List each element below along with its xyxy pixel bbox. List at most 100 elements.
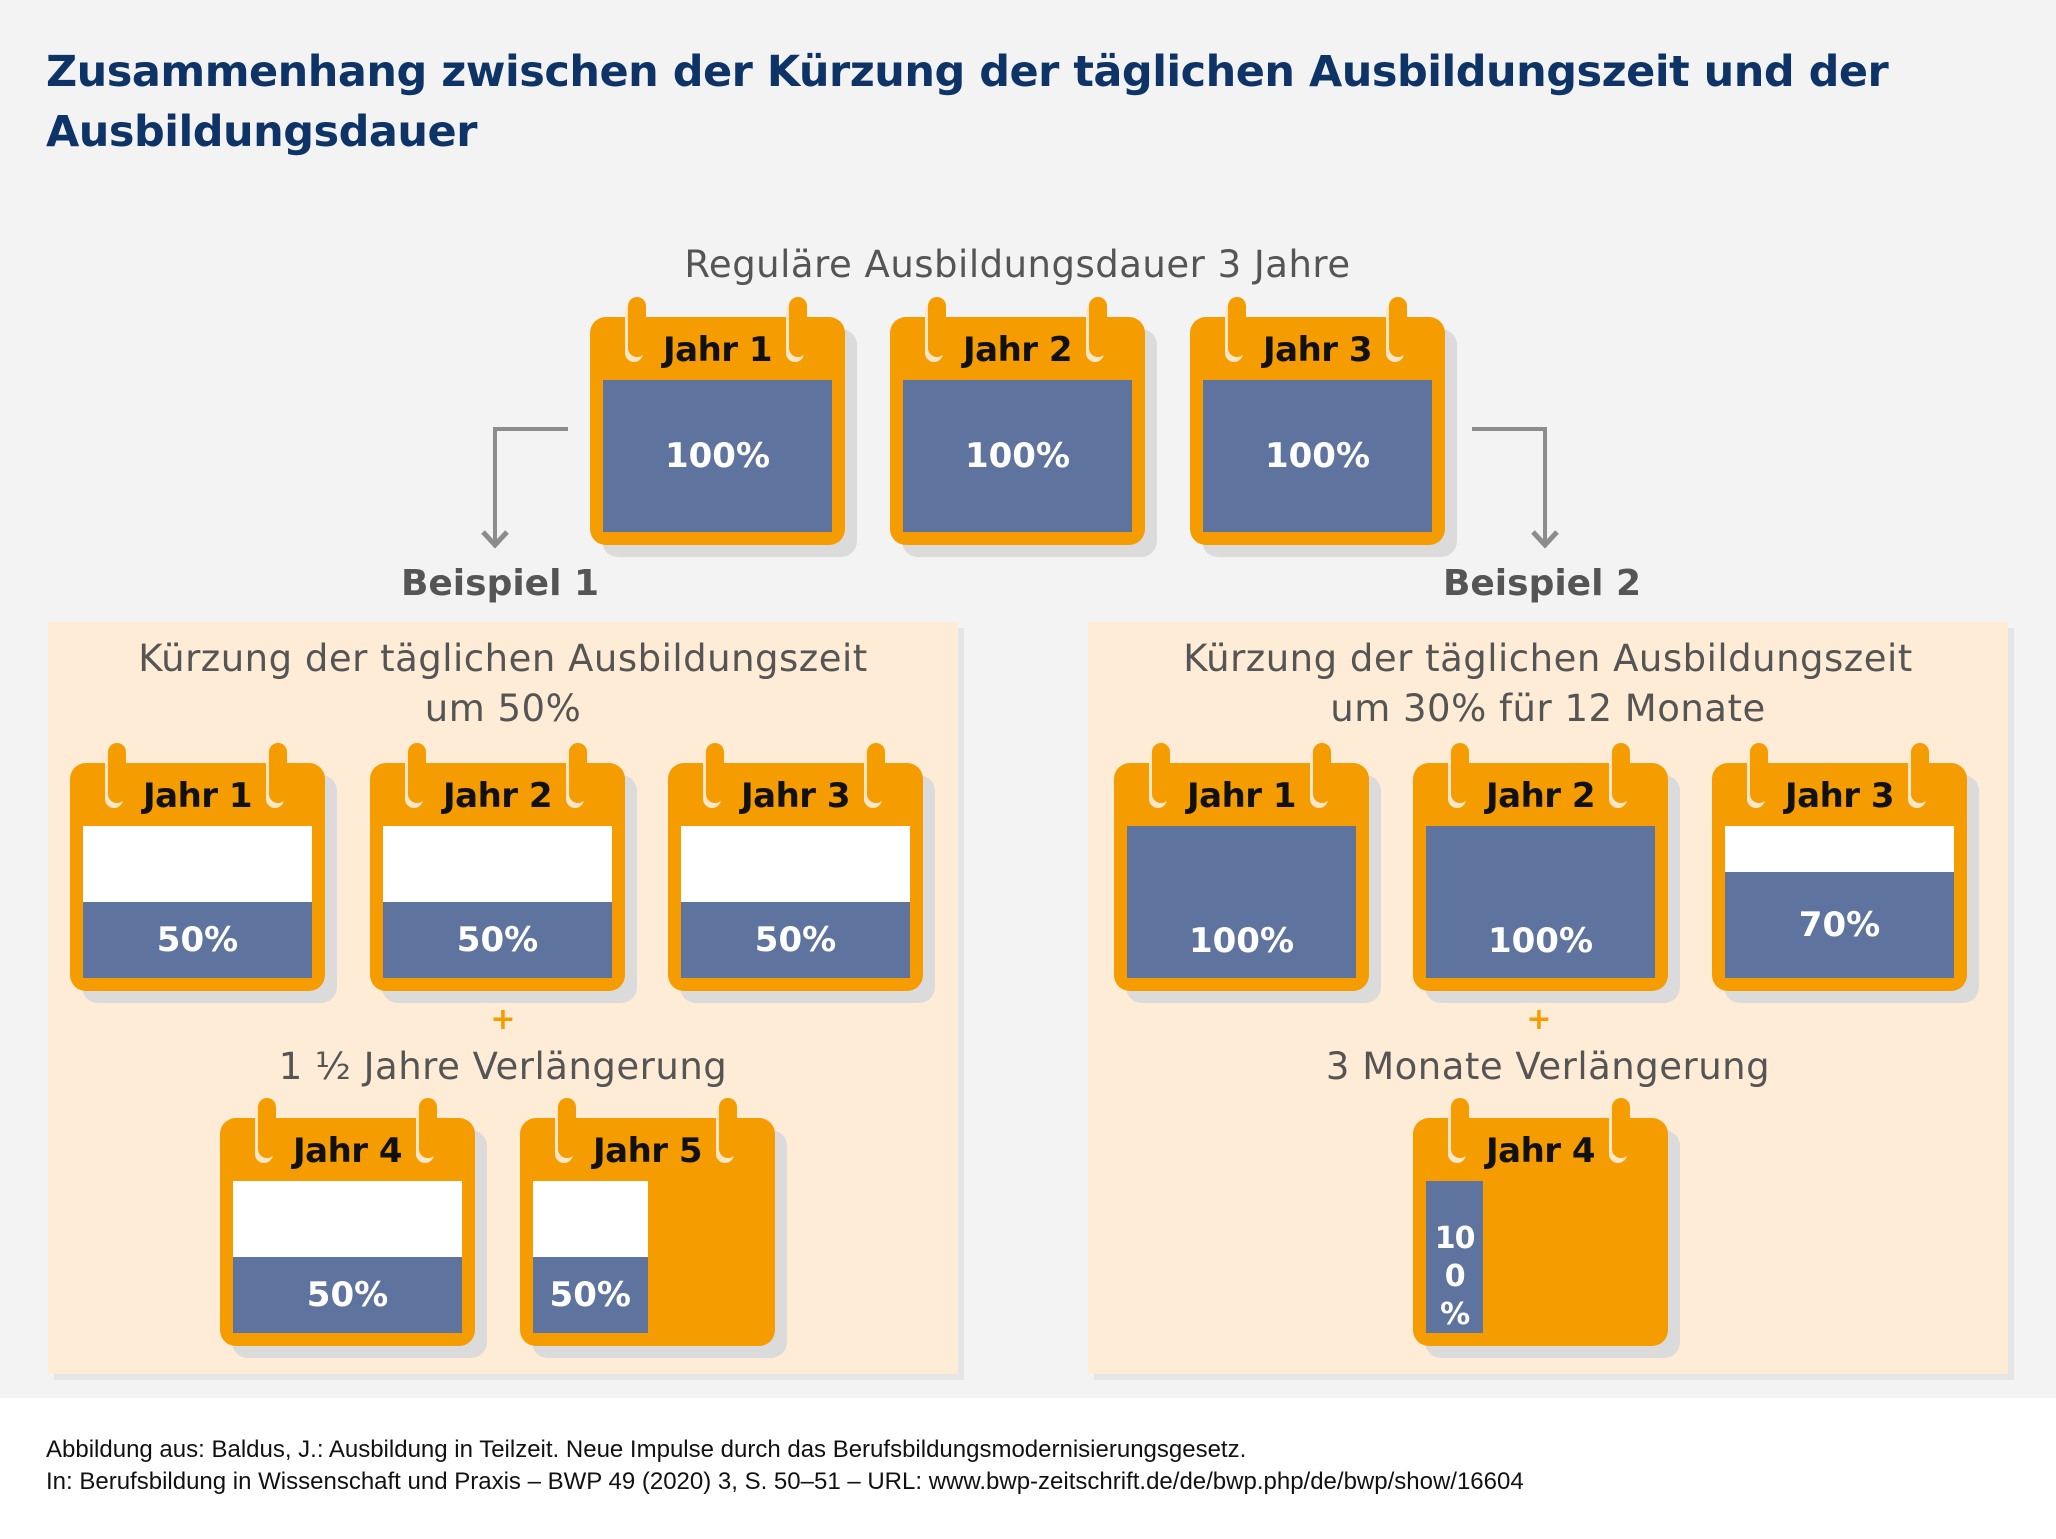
calendar-ring-icon	[258, 1098, 276, 1158]
calendar-page: 100%	[1203, 380, 1432, 532]
workload-percent-label: 70%	[1798, 904, 1881, 945]
calendar-ring-icon	[1911, 743, 1929, 803]
calendar-ring-icon	[1451, 743, 1469, 803]
calendar-page: 100%	[1426, 826, 1655, 978]
calendar-ring-icon	[1152, 743, 1170, 803]
calendar-year-label: Jahr 2	[1485, 776, 1596, 816]
workload-fill-bar	[383, 902, 612, 978]
example-1-title: Beispiel 1	[400, 563, 600, 604]
source-citation: Abbildung aus: Baldus, J.: Ausbildung in…	[46, 1434, 1524, 1498]
calendar-page: 100%	[1127, 826, 1356, 978]
example-1-description-line-1: Kürzung der täglichen Ausbildungszeit	[138, 637, 868, 680]
workload-percent-label: 50%	[156, 920, 239, 960]
workload-fill-bar	[603, 380, 832, 532]
calendar-example-1-year-3: Jahr 3 50%	[668, 743, 935, 1003]
citation-line-1: Abbildung aus: Baldus, J.: Ausbildung in…	[46, 1436, 1247, 1463]
workload-fill-bar	[533, 1257, 648, 1333]
arrow-to-example-2	[1472, 427, 1559, 549]
example-2-panel: Kürzung der täglichen Ausbildungszeit um…	[1088, 622, 2008, 1374]
calendar-ring-icon	[867, 743, 885, 803]
calendar-year-label: Jahr 2	[442, 776, 553, 816]
calendar-ring-icon	[1089, 297, 1107, 357]
citation-line-2: In: Berufsbildung in Wissenschaft und Pr…	[46, 1468, 1524, 1495]
calendar-ring-icon	[558, 1098, 576, 1158]
calendar-page: 50%	[383, 826, 612, 978]
calendar-year-label: Jahr 1	[1186, 776, 1297, 816]
calendar-page: 50%	[681, 826, 910, 978]
calendar-ring-icon	[1228, 297, 1246, 357]
calendar-year-label: Jahr 1	[662, 330, 773, 370]
workload-percent-label: 100%	[964, 436, 1071, 476]
calendar-ring-icon	[789, 297, 807, 357]
calendar-year-label: Jahr 3	[1784, 776, 1895, 816]
plus-icon: +	[1526, 1002, 1552, 1037]
calendar-ring-icon	[408, 743, 426, 803]
workload-percent-label: 100 %	[1434, 1221, 1476, 1332]
calendar-regular-year-1: Jahr 1 100%	[590, 297, 857, 557]
example-1-extension-label: 1 ½ Jahre Verlängerung	[278, 1045, 728, 1088]
calendar-page: 50%	[83, 826, 312, 978]
calendar-page: 50%	[533, 1181, 648, 1333]
calendar-ring-icon	[419, 1098, 437, 1158]
calendar-ring-icon	[269, 743, 287, 803]
calendar-page: 100%	[603, 380, 832, 532]
workload-percent-label: 100%	[1487, 921, 1594, 961]
calendar-ring-icon	[928, 297, 946, 357]
example-2-title: Beispiel 2	[1442, 563, 1642, 604]
example-2-description-line-1: Kürzung der täglichen Ausbildungszeit	[1183, 637, 1913, 680]
calendar-ring-icon	[628, 297, 646, 357]
workload-fill-bar	[83, 902, 312, 978]
calendar-example-1-year-2: Jahr 2 50%	[370, 743, 637, 1003]
plus-icon: +	[490, 1002, 516, 1037]
calendar-year-label: Jahr 2	[962, 330, 1073, 370]
calendar-page: 50%	[233, 1181, 462, 1333]
workload-fill-bar	[903, 380, 1132, 532]
calendar-ring-icon	[1451, 1098, 1469, 1158]
calendar-regular-year-2: Jahr 2 100%	[890, 297, 1157, 557]
calendar-example-2-year-1: Jahr 1 100%	[1114, 743, 1381, 1003]
calendar-year-label: Jahr 3	[1262, 330, 1373, 370]
workload-fill-bar	[1725, 871, 1954, 978]
calendar-ring-icon	[719, 1098, 737, 1158]
example-1-description-line-2: um 50%	[424, 687, 582, 730]
calendar-year-label: Jahr 3	[740, 776, 851, 816]
calendar-page: 70%	[1725, 826, 1954, 978]
calendar-example-2-year-3: Jahr 3 70%	[1712, 743, 1979, 1003]
workload-percent-label: 50%	[754, 920, 837, 960]
workload-fill-bar	[681, 902, 910, 978]
calendar-ring-icon	[706, 743, 724, 803]
calendar-ring-icon	[1750, 743, 1768, 803]
example-2-extension-label: 3 Monate Verlängerung	[1325, 1045, 1771, 1088]
workload-fill-bar	[1426, 826, 1655, 978]
workload-fill-bar	[1127, 826, 1356, 978]
calendar-year-label: Jahr 4	[1485, 1131, 1596, 1171]
calendar-example-2-year-4: Jahr 4 100 %	[1413, 1098, 1680, 1358]
calendar-year-label: Jahr 4	[292, 1131, 403, 1171]
calendar-year-label: Jahr 1	[142, 776, 253, 816]
diagram-canvas: Zusammenhang zwischen der Kürzung der tä…	[0, 0, 2056, 1398]
diagram-title: Zusammenhang zwischen der Kürzung der tä…	[46, 47, 1889, 157]
regular-duration-heading: Reguläre Ausbildungsdauer 3 Jahre	[684, 243, 1351, 286]
calendar-ring-icon	[569, 743, 587, 803]
calendar-year-label: Jahr 5	[592, 1131, 703, 1171]
calendar-example-1-year-5: Jahr 5 50%	[520, 1098, 787, 1358]
example-1-panel: Kürzung der täglichen Ausbildungszeit um…	[48, 622, 958, 1374]
workload-percent-label: 100%	[664, 436, 771, 476]
calendar-ring-icon	[1313, 743, 1331, 803]
calendar-ring-icon	[1389, 297, 1407, 357]
workload-percent-label: 50%	[456, 920, 539, 960]
calendar-example-1-year-1: Jahr 1 50%	[70, 743, 337, 1003]
calendar-ring-icon	[1612, 1098, 1630, 1158]
arrow-to-example-1	[481, 427, 568, 549]
calendar-ring-icon	[108, 743, 126, 803]
calendar-ring-icon	[1612, 743, 1630, 803]
workload-fill-bar	[1426, 1181, 1484, 1333]
calendar-page: 100 %	[1426, 1181, 1484, 1333]
workload-fill-bar	[1203, 380, 1432, 532]
workload-fill-bar	[233, 1257, 462, 1333]
example-2-description-line-2: um 30% für 12 Monate	[1330, 687, 1766, 730]
workload-percent-label: 50%	[306, 1275, 389, 1315]
calendar-regular-year-3: Jahr 3 100%	[1190, 297, 1457, 557]
calendar-page: 100%	[903, 380, 1132, 532]
workload-percent-label: 100%	[1264, 436, 1371, 476]
